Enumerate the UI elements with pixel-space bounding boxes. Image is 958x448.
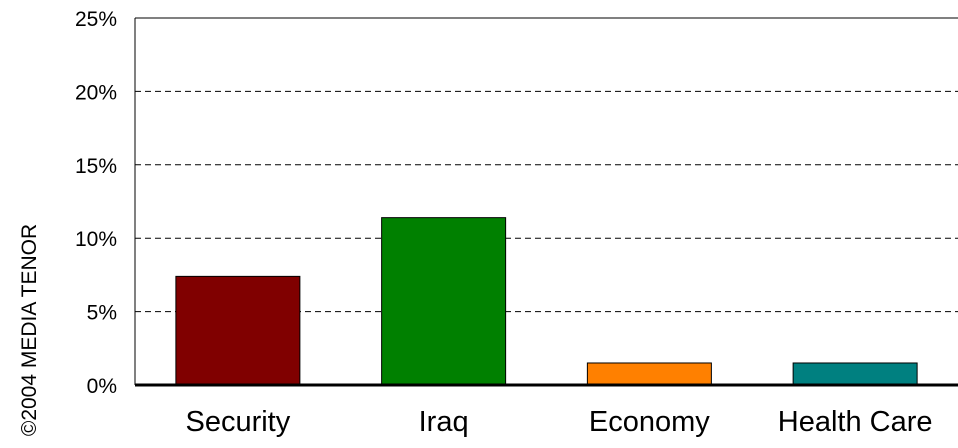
bar-iraq [381, 217, 507, 386]
y-tick-label: 15% [75, 155, 117, 178]
x-tick-label: Economy [589, 406, 710, 438]
y-tick-label: 5% [87, 302, 117, 325]
x-tick-label: Security [185, 406, 290, 438]
axes [134, 17, 958, 387]
x-tick-label: Iraq [419, 406, 469, 438]
y-tick-label: 20% [75, 81, 117, 104]
x-tick-label: Health Care [778, 406, 933, 438]
y-tick-label: 25% [75, 8, 117, 31]
y-tick-label: 10% [75, 228, 117, 251]
bar-security [175, 275, 301, 386]
bars [175, 217, 918, 386]
bar-economy [586, 362, 712, 386]
x-tick-labels: Security Iraq Economy Health Care [185, 406, 932, 438]
y-tick-label: 0% [87, 375, 117, 398]
copyright-watermark: ©2004 MEDIA TENOR [18, 224, 41, 436]
gridlines [135, 90, 958, 313]
bar-health-care [792, 362, 918, 386]
y-tick-labels: 0% 5% 10% 15% 20% 25% [75, 8, 117, 398]
